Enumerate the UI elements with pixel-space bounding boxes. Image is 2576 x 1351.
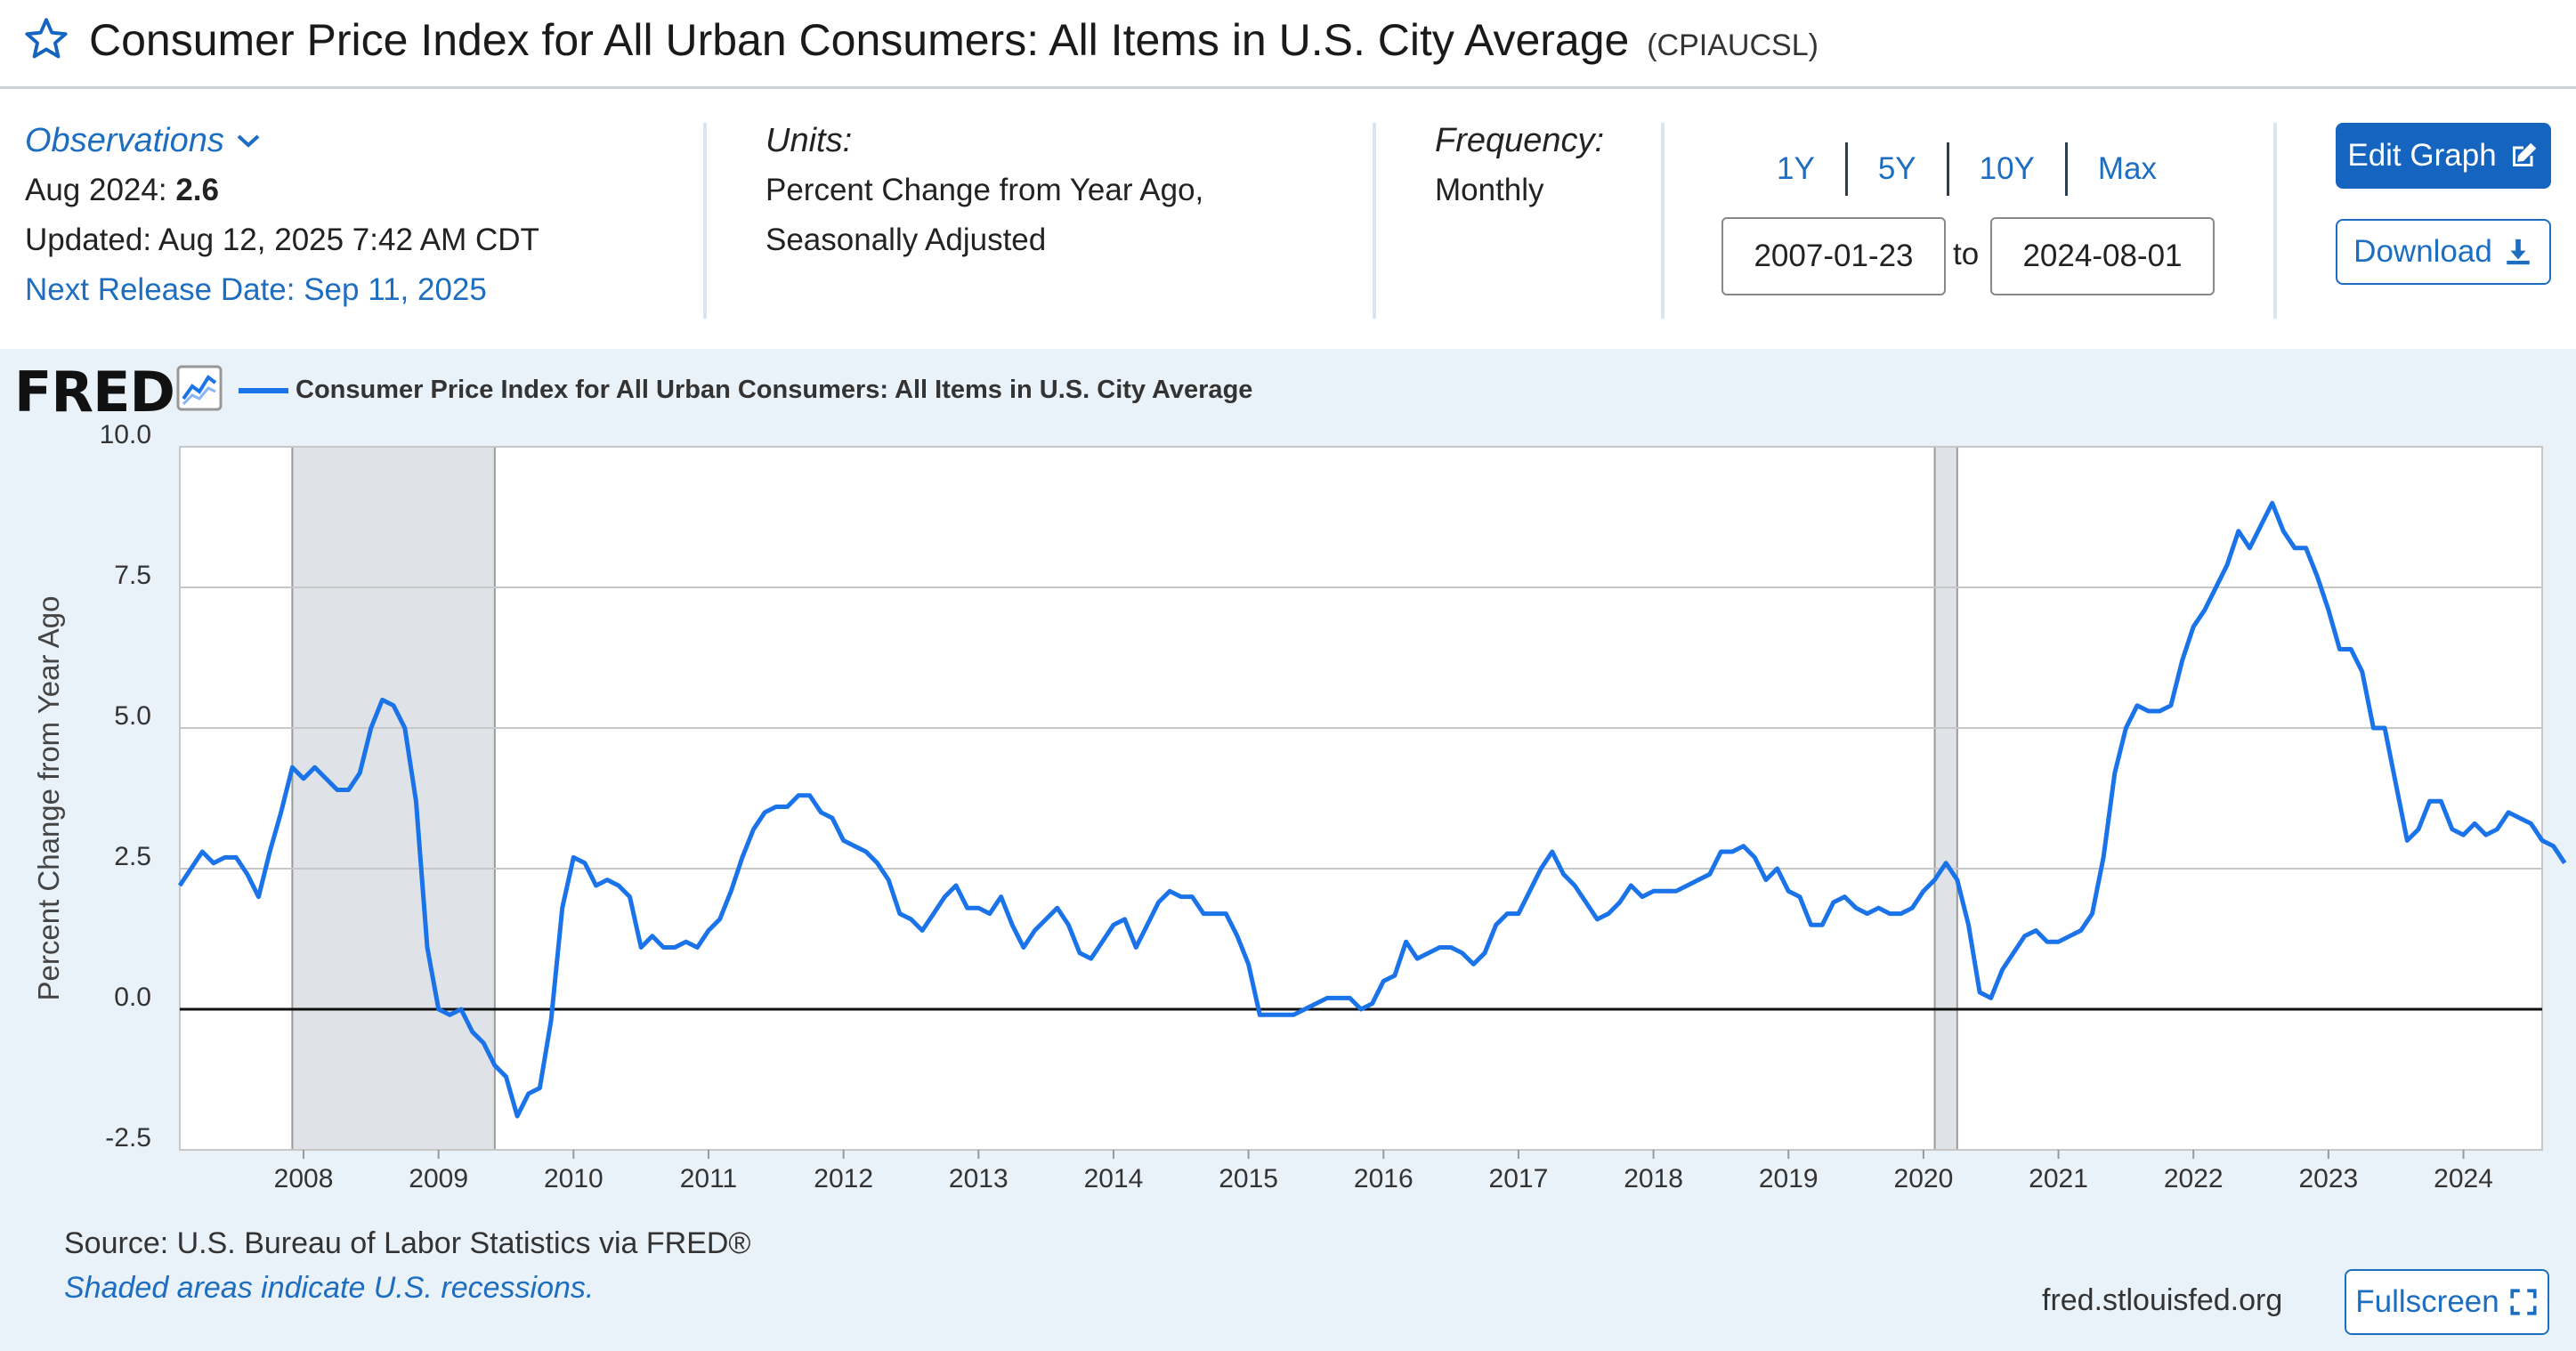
fred-url[interactable]: fred.stlouisfed.org xyxy=(2042,1283,2283,1317)
x-tick-label: 2014 xyxy=(1084,1164,1144,1193)
graph-panel: FRED Consumer Price Index for All Urban … xyxy=(0,349,2576,1351)
recession-band xyxy=(1933,446,1958,1151)
y-tick-label: 0.0 xyxy=(114,983,151,1012)
divider xyxy=(703,123,707,319)
range-1y-button[interactable]: 1Y xyxy=(1746,142,1848,196)
series-line[interactable] xyxy=(177,500,2567,1119)
range-buttons: 1Y 5Y 10Y Max xyxy=(1746,142,2280,196)
x-tick-label: 2024 xyxy=(2434,1164,2493,1193)
star-icon[interactable] xyxy=(23,16,69,62)
download-button[interactable]: Download xyxy=(2336,219,2551,285)
y-tick-label: 7.5 xyxy=(114,561,151,590)
x-tick-label: 2012 xyxy=(814,1164,873,1193)
y-tick-label: -2.5 xyxy=(105,1123,151,1153)
frequency-value: Monthly xyxy=(1435,173,1544,207)
x-tick-label: 2011 xyxy=(680,1164,738,1193)
recession-note: Shaded areas indicate U.S. recessions. xyxy=(64,1271,595,1305)
frequency-column: Frequency: Monthly xyxy=(1435,116,1604,215)
graph-icon[interactable] xyxy=(176,365,223,411)
divider xyxy=(2273,123,2277,319)
to-label: to xyxy=(1953,237,1980,271)
x-tick-label: 2017 xyxy=(1489,1164,1549,1193)
download-label: Download xyxy=(2353,234,2492,269)
y-axis-title: Percent Change from Year Ago xyxy=(32,596,65,1001)
legend-line xyxy=(239,388,288,393)
series-id: (CPIAUCSL) xyxy=(1647,28,1819,62)
x-tick-label: 2009 xyxy=(409,1164,468,1193)
end-date-input[interactable] xyxy=(1990,217,2215,295)
units-label: Units: xyxy=(766,122,853,159)
fullscreen-label: Fullscreen xyxy=(2355,1284,2499,1319)
next-release-link[interactable]: Next Release Date: Sep 11, 2025 xyxy=(25,272,487,307)
title-bar: Consumer Price Index for All Urban Consu… xyxy=(0,0,2576,89)
start-date-input[interactable] xyxy=(1721,217,1946,295)
latest-value: 2.6 xyxy=(175,173,219,207)
units-column: Units: Percent Change from Year Ago, Sea… xyxy=(766,116,1203,265)
observations-column: Observations Aug 2024: 2.6 Updated: Aug … xyxy=(25,116,539,315)
updated-text: Updated: Aug 12, 2025 7:42 AM CDT xyxy=(25,222,539,257)
y-tick-label: 2.5 xyxy=(114,842,151,871)
edit-graph-label: Edit Graph xyxy=(2347,138,2497,173)
x-tick-label: 2016 xyxy=(1354,1164,1414,1193)
observations-dropdown[interactable]: Observations xyxy=(25,116,539,166)
units-line-2: Seasonally Adjusted xyxy=(766,222,1047,257)
x-tick-label: 2013 xyxy=(949,1164,1009,1193)
x-tick-label: 2021 xyxy=(2029,1164,2088,1193)
units-line-1: Percent Change from Year Ago, xyxy=(766,173,1204,207)
x-tick-label: 2020 xyxy=(1894,1164,1954,1193)
edit-icon xyxy=(2512,142,2536,166)
x-tick-label: 2010 xyxy=(544,1164,603,1193)
download-icon xyxy=(2507,239,2530,265)
x-tick-label: 2018 xyxy=(1624,1164,1683,1193)
recession-band xyxy=(291,446,496,1151)
fullscreen-icon xyxy=(2510,1289,2537,1315)
range-10y-button[interactable]: 10Y xyxy=(1949,142,2068,196)
latest-date: Aug 2024: xyxy=(25,173,167,207)
x-tick-label: 2015 xyxy=(1219,1164,1278,1193)
page-title-text: Consumer Price Index for All Urban Consu… xyxy=(89,15,1630,65)
x-tick-label: 2019 xyxy=(1759,1164,1819,1193)
y-tick-label: 10.0 xyxy=(100,420,151,449)
y-tick-label: 5.0 xyxy=(114,701,151,731)
plot-area xyxy=(179,446,2543,1151)
x-tick-label: 2022 xyxy=(2164,1164,2224,1193)
frequency-label: Frequency: xyxy=(1435,122,1605,159)
divider xyxy=(1661,123,1665,319)
x-tick-label: 2023 xyxy=(2299,1164,2359,1193)
line-chart[interactable]: -2.5 0.0 2.5 5.0 7.5 10.0 2008 2009 2010 2011 2012… xyxy=(0,349,2576,1239)
fred-logo: FRED xyxy=(14,360,175,425)
latest-observation: Aug 2024: 2.6 xyxy=(25,166,539,215)
page-title: Consumer Price Index for All Urban Consu… xyxy=(89,9,1819,77)
observations-label: Observations xyxy=(25,122,224,159)
chevron-down-icon xyxy=(237,134,260,148)
legend-label: Consumer Price Index for All Urban Consu… xyxy=(296,376,1253,404)
range-max-button[interactable]: Max xyxy=(2097,151,2158,186)
edit-graph-button[interactable]: Edit Graph xyxy=(2336,123,2551,189)
fullscreen-button[interactable]: Fullscreen xyxy=(2345,1269,2549,1335)
source-text: Source: U.S. Bureau of Labor Statistics … xyxy=(64,1226,751,1260)
divider xyxy=(1373,123,1376,319)
series-meta: Observations Aug 2024: 2.6 Updated: Aug … xyxy=(0,89,2576,349)
x-tick-label: 2008 xyxy=(274,1164,334,1193)
range-5y-button[interactable]: 5Y xyxy=(1848,142,1949,196)
